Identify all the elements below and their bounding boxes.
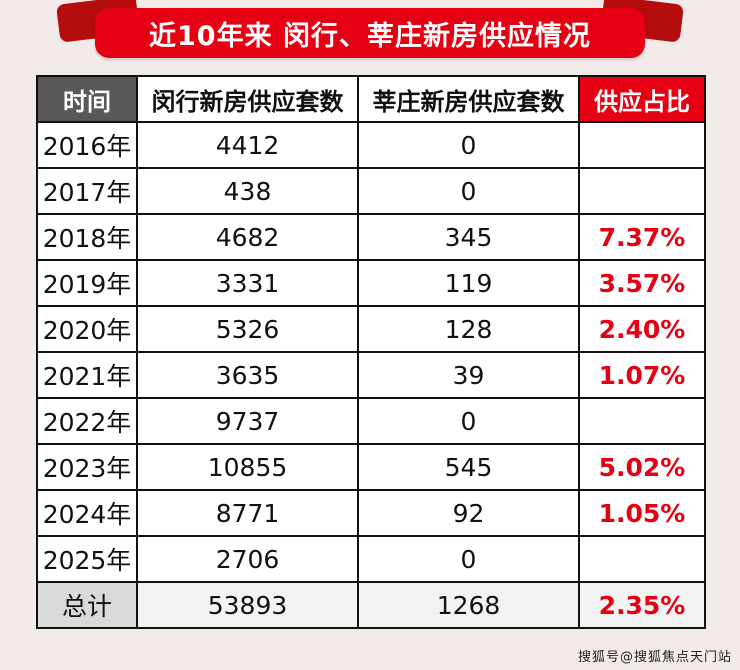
page-title: 近10年来 闵行、莘庄新房供应情况 [149, 20, 591, 52]
supply-ratio-cell [578, 397, 706, 445]
year-cell: 2019年 [36, 259, 138, 307]
table-row: 2021年 3635 39 1.07% [36, 351, 706, 399]
header-time: 时间 [36, 75, 138, 123]
supply-ratio-cell [578, 167, 706, 215]
minhang-supply-cell: 2706 [136, 535, 359, 583]
year-cell: 总计 [36, 581, 138, 629]
watermark: 搜狐号@搜狐焦点天门站 [577, 650, 732, 665]
table-row: 2025年 2706 0 [36, 535, 706, 583]
minhang-supply-cell: 438 [136, 167, 359, 215]
supply-ratio-cell: 7.37% [578, 213, 706, 261]
table-row: 2023年 10855 545 5.02% [36, 443, 706, 491]
year-cell: 2017年 [36, 167, 138, 215]
minhang-supply-cell: 10855 [136, 443, 359, 491]
minhang-supply-cell: 8771 [136, 489, 359, 537]
minhang-supply-cell: 53893 [136, 581, 359, 629]
year-cell: 2021年 [36, 351, 138, 399]
total-row: 总计 53893 1268 2.35% [36, 581, 706, 629]
year-cell: 2016年 [36, 121, 138, 169]
year-cell: 2023年 [36, 443, 138, 491]
year-cell: 2025年 [36, 535, 138, 583]
supply-table: 时间 闵行新房供应套数 莘庄新房供应套数 供应占比 2016年 4412 0 2017… [36, 75, 706, 629]
header-xinzhuang-supply: 莘庄新房供应套数 [357, 75, 580, 123]
supply-ratio-cell: 1.05% [578, 489, 706, 537]
year-cell: 2020年 [36, 305, 138, 353]
xinzhuang-supply-cell: 345 [357, 213, 580, 261]
minhang-supply-cell: 5326 [136, 305, 359, 353]
xinzhuang-supply-cell: 0 [357, 535, 580, 583]
xinzhuang-supply-cell: 39 [357, 351, 580, 399]
xinzhuang-supply-cell: 0 [357, 397, 580, 445]
table-row: 2020年 5326 128 2.40% [36, 305, 706, 353]
supply-ratio-cell: 2.40% [578, 305, 706, 353]
table-row: 2019年 3331 119 3.57% [36, 259, 706, 307]
xinzhuang-supply-cell: 545 [357, 443, 580, 491]
xinzhuang-supply-cell: 119 [357, 259, 580, 307]
table-body: 2016年 4412 0 2017年 438 0 2018年 4682 345 7.37% 2019… [36, 121, 706, 629]
header-minhang-supply: 闵行新房供应套数 [136, 75, 359, 123]
supply-ratio-cell: 5.02% [578, 443, 706, 491]
supply-ratio-cell: 1.07% [578, 351, 706, 399]
xinzhuang-supply-cell: 1268 [357, 581, 580, 629]
title-banner: 近10年来 闵行、莘庄新房供应情况 [95, 8, 645, 58]
xinzhuang-supply-cell: 128 [357, 305, 580, 353]
minhang-supply-cell: 9737 [136, 397, 359, 445]
year-cell: 2022年 [36, 397, 138, 445]
table-row: 2018年 4682 345 7.37% [36, 213, 706, 261]
year-cell: 2018年 [36, 213, 138, 261]
year-cell: 2024年 [36, 489, 138, 537]
header-supply-ratio: 供应占比 [578, 75, 706, 123]
table-row: 2017年 438 0 [36, 167, 706, 215]
minhang-supply-cell: 4682 [136, 213, 359, 261]
minhang-supply-cell: 4412 [136, 121, 359, 169]
header-row: 时间 闵行新房供应套数 莘庄新房供应套数 供应占比 [36, 75, 706, 123]
supply-ratio-cell: 2.35% [578, 581, 706, 629]
supply-ratio-cell [578, 535, 706, 583]
xinzhuang-supply-cell: 0 [357, 121, 580, 169]
minhang-supply-cell: 3635 [136, 351, 359, 399]
table-row: 2016年 4412 0 [36, 121, 706, 169]
table-row: 2022年 9737 0 [36, 397, 706, 445]
xinzhuang-supply-cell: 0 [357, 167, 580, 215]
supply-ratio-cell [578, 121, 706, 169]
table-row: 2024年 8771 92 1.05% [36, 489, 706, 537]
supply-ratio-cell: 3.57% [578, 259, 706, 307]
minhang-supply-cell: 3331 [136, 259, 359, 307]
xinzhuang-supply-cell: 92 [357, 489, 580, 537]
